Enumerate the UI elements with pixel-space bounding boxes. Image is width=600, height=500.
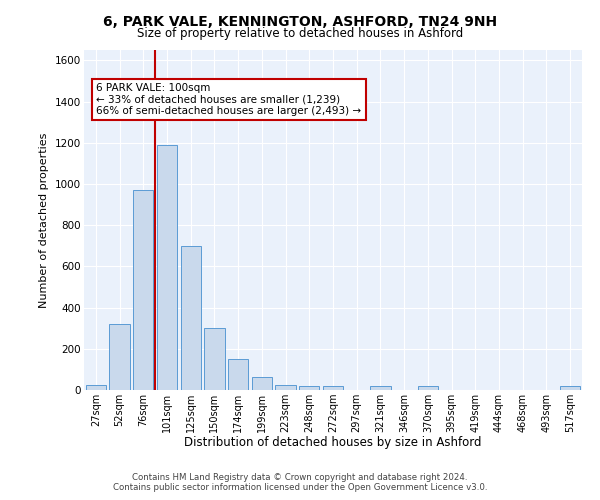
- Bar: [370, 386, 391, 390]
- Text: Contains HM Land Registry data © Crown copyright and database right 2024.: Contains HM Land Registry data © Crown c…: [132, 474, 468, 482]
- Text: Contains public sector information licensed under the Open Government Licence v3: Contains public sector information licen…: [113, 484, 487, 492]
- Bar: [181, 246, 201, 390]
- Text: Distribution of detached houses by size in Ashford: Distribution of detached houses by size …: [184, 436, 482, 449]
- Bar: [275, 385, 296, 390]
- Bar: [133, 190, 154, 390]
- Bar: [418, 386, 438, 390]
- Bar: [228, 359, 248, 390]
- Bar: [109, 324, 130, 390]
- Bar: [157, 145, 177, 390]
- Bar: [86, 385, 106, 390]
- Bar: [205, 328, 224, 390]
- Y-axis label: Number of detached properties: Number of detached properties: [40, 132, 49, 308]
- Text: Size of property relative to detached houses in Ashford: Size of property relative to detached ho…: [137, 28, 463, 40]
- Text: 6, PARK VALE, KENNINGTON, ASHFORD, TN24 9NH: 6, PARK VALE, KENNINGTON, ASHFORD, TN24 …: [103, 15, 497, 29]
- Bar: [299, 386, 319, 390]
- Bar: [323, 386, 343, 390]
- Bar: [560, 386, 580, 390]
- Text: 6 PARK VALE: 100sqm
← 33% of detached houses are smaller (1,239)
66% of semi-det: 6 PARK VALE: 100sqm ← 33% of detached ho…: [97, 83, 361, 116]
- Bar: [252, 376, 272, 390]
